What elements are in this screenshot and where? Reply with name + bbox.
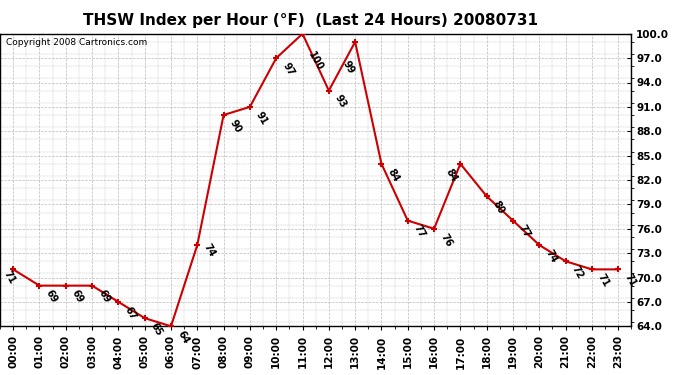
Text: 100: 100 <box>306 50 326 73</box>
Text: 69: 69 <box>43 288 59 305</box>
Text: 65: 65 <box>149 321 164 338</box>
Text: 77: 77 <box>412 224 427 240</box>
Text: 84: 84 <box>386 166 401 183</box>
Text: 77: 77 <box>517 224 533 240</box>
Text: 76: 76 <box>438 231 453 248</box>
Text: 91: 91 <box>254 110 270 126</box>
Text: 71: 71 <box>622 272 638 289</box>
Text: 64: 64 <box>175 329 190 346</box>
Text: 74: 74 <box>544 248 559 264</box>
Text: 67: 67 <box>123 304 138 321</box>
Text: 71: 71 <box>2 269 17 286</box>
Text: 74: 74 <box>201 242 217 259</box>
Text: 80: 80 <box>491 199 506 216</box>
Text: 72: 72 <box>570 264 585 281</box>
Text: 97: 97 <box>280 61 296 78</box>
Text: 71: 71 <box>596 272 611 289</box>
Text: Copyright 2008 Cartronics.com: Copyright 2008 Cartronics.com <box>6 38 148 47</box>
Text: THSW Index per Hour (°F)  (Last 24 Hours) 20080731: THSW Index per Hour (°F) (Last 24 Hours)… <box>83 13 538 28</box>
Text: 69: 69 <box>70 288 86 305</box>
Text: 93: 93 <box>333 93 348 110</box>
Text: 99: 99 <box>342 58 357 75</box>
Text: 90: 90 <box>228 118 243 135</box>
Text: 84: 84 <box>444 166 459 183</box>
Text: 69: 69 <box>96 288 112 305</box>
